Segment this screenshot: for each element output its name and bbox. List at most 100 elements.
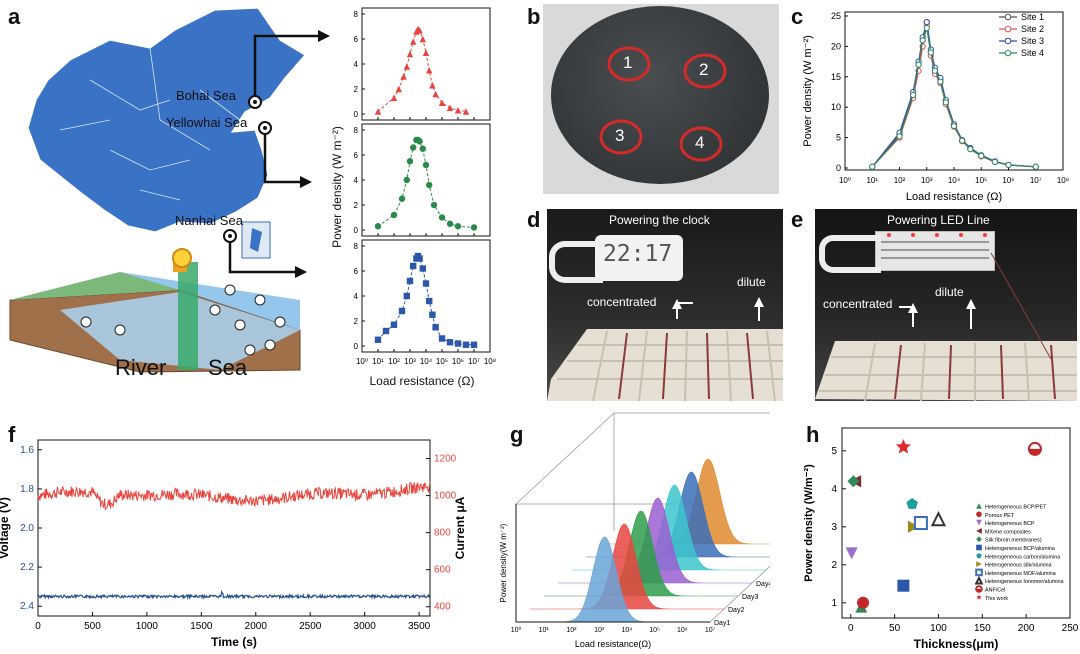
series-label: Day3 [742, 594, 758, 601]
china-map-illustration [9, 7, 306, 373]
nanhai-label: Nanhai Sea [175, 213, 243, 228]
y-tick-label: 2 [354, 317, 359, 326]
chart-h: 0 50 100 150 200 250 1 2 3 4 5 Thickness(μm) Power d… [803, 427, 1079, 651]
legend-marker [976, 536, 982, 542]
legend-label: Site 2 [1021, 24, 1044, 34]
y-tick-label: 0 [354, 342, 359, 351]
legend-marker [976, 511, 982, 518]
data-point [410, 144, 417, 151]
data-point [422, 161, 430, 169]
bohai-label: Bohai Sea [176, 88, 236, 103]
clock-display: 22:17 [603, 241, 673, 267]
panel-a-map: a Bohai Sea Yellowhai Sea Nanhai Sea Riv… [0, 0, 320, 380]
data-point [919, 37, 926, 44]
data-point [857, 596, 870, 609]
y-tick-label-right: 1200 [434, 454, 457, 465]
data-point [1032, 163, 1039, 170]
clock-photo: Powering the clock 22:17 concentrated di… [547, 209, 783, 401]
area-series-3 [544, 510, 738, 597]
site-2-label: 2 [699, 60, 709, 79]
site-circles [599, 46, 727, 162]
led-hanger [819, 235, 881, 273]
legend-label: This work [985, 596, 1008, 602]
panel-label-g: g [510, 422, 524, 447]
y-tick-label: 3 [831, 522, 837, 533]
y-tick-label-left: 1.8 [20, 484, 34, 495]
flow-arrows-e [815, 233, 1077, 401]
x-tick-label: 10⁰ [356, 357, 368, 366]
data-point [470, 341, 478, 348]
chart-frame [361, 239, 491, 353]
chart-a-xticks: 10⁰ 10¹ 10² 10³ 10⁴ 10⁵ 10⁶ 10⁷ 10⁸ [356, 357, 496, 366]
x-tick-label: 3000 [354, 621, 377, 632]
legend-label: Heterogeneous BCP/PET [985, 505, 1047, 511]
panel-e: e Powering LED Line concentrated dilute [785, 205, 1080, 403]
legend-label: ANF/Cel [985, 588, 1005, 594]
data-point [406, 277, 414, 285]
data-point-fill [1028, 448, 1041, 455]
data-point [410, 262, 417, 270]
series-line-4 [871, 28, 1036, 168]
legend-label: Heterogeneous carbon/alumina [985, 554, 1060, 560]
x-tick-label: 10⁴ [621, 627, 632, 634]
chart-a-top: 0 2 4 6 8 [354, 7, 491, 121]
legend-label: Heterogeneous MOF/alumina [985, 571, 1056, 577]
data-point [847, 475, 860, 488]
chart-c: 0 5 10 15 20 25 10⁰ 10¹ 10² 10³ 10⁴ 10⁵ 10⁶ 10⁷ 10⁸ Loa… [802, 11, 1069, 203]
data-point [374, 336, 382, 343]
data-point [432, 324, 439, 331]
legend-marker [976, 544, 982, 551]
legend-marker [974, 575, 984, 585]
x-tick-label: 10² [894, 176, 906, 185]
x-axis-label: Load resistance (Ω) [906, 191, 1002, 203]
data-point [937, 78, 944, 85]
y-tick-label: 20 [831, 41, 841, 51]
data-point [432, 90, 439, 98]
data-point [403, 63, 410, 70]
y-tick-label: 15 [831, 72, 841, 82]
x-tick-label: 10⁵ [436, 357, 448, 366]
x-tick-label: 10³ [921, 176, 933, 185]
y-tick-label: 25 [831, 11, 841, 21]
x-tick-label: 500 [84, 621, 101, 632]
concentrated-label-e: concentrated [823, 297, 893, 311]
y-axis-label: Power density (W m⁻²) [802, 35, 814, 147]
y-tick-label-left: 2.4 [20, 601, 34, 612]
data-point [374, 108, 382, 115]
data-point [438, 214, 446, 221]
data-point [406, 50, 414, 58]
data-point [470, 224, 478, 231]
data-point [896, 133, 903, 140]
x-axis-label: Time (s) [211, 635, 257, 649]
data-point [416, 138, 423, 145]
data-point [390, 94, 398, 101]
data-point [430, 201, 438, 209]
ion-markers [80, 284, 286, 356]
x-tick-label: 10⁴ [420, 357, 433, 366]
y-tick-label: 10 [831, 102, 841, 112]
x-axis-label: Thickness(μm) [914, 637, 999, 651]
panel-g: g Day7Day6Day5Day4Day3Day2Day110⁰10¹10²1… [480, 410, 770, 654]
data-point [426, 67, 433, 74]
x-tick-label: 10⁶ [1002, 176, 1014, 185]
legend-marker [976, 561, 982, 567]
y-tick-label: 4 [354, 176, 359, 185]
x-tick-label: 2500 [299, 621, 322, 632]
site-4-label: 4 [695, 133, 705, 152]
data-point [429, 311, 436, 318]
data-point [438, 335, 446, 342]
legend-marker [976, 519, 982, 526]
led-title: Powering LED Line [887, 213, 990, 227]
y-tick-label: 0 [354, 226, 359, 235]
data-point [927, 49, 934, 56]
x-tick-label: 1500 [190, 621, 213, 632]
data-point [895, 439, 911, 454]
site-1-label: 1 [623, 53, 633, 72]
panel-label-e: e [791, 207, 804, 232]
data-point [429, 82, 436, 89]
data-point [419, 145, 426, 152]
map-arrows [228, 30, 330, 278]
chart-g: Day7Day6Day5Day4Day3Day2Day110⁰10¹10²10³… [499, 412, 770, 649]
data-point [390, 321, 398, 328]
x-tick-label: 10⁷ [468, 357, 480, 366]
